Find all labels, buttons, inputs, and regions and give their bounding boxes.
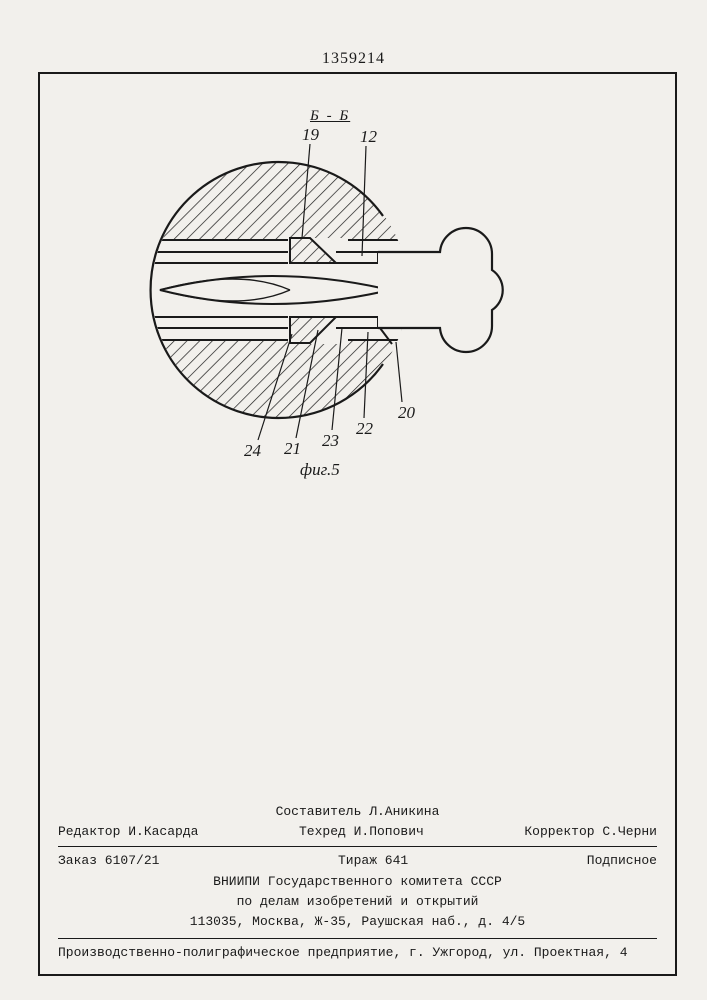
callout-12: 12 <box>360 127 378 146</box>
callout-22: 22 <box>356 419 374 438</box>
callout-20: 20 <box>398 403 416 422</box>
colophon-block: Составитель Л.Аникина Редактор И.Касарда… <box>58 802 657 932</box>
org2: по делам изобретений и открытий <box>58 892 657 912</box>
patent-number: 1359214 <box>322 50 385 68</box>
org1: ВНИИПИ Государственного комитета СССР <box>58 872 657 892</box>
frame-right <box>675 72 677 976</box>
page-frame: 1359214 Б - Б фиг.5 <box>0 0 707 1000</box>
callout-23: 23 <box>322 431 339 450</box>
frame-left <box>38 72 40 976</box>
callout-21: 21 <box>284 439 301 458</box>
center-lens <box>160 276 390 304</box>
frame-bottom <box>38 974 677 976</box>
figure-caption: фиг.5 <box>300 460 340 480</box>
tirazh: Тираж 641 <box>338 851 408 871</box>
subscription: Подписное <box>587 851 657 871</box>
figure-5: Б - Б фиг.5 <box>140 120 520 480</box>
footer: Производственно-полиграфическое предприя… <box>58 938 657 960</box>
corrector: Корректор С.Черни <box>524 822 657 842</box>
address: 113035, Москва, Ж-35, Раушская наб., д. … <box>58 912 657 932</box>
figure-svg: 19 12 20 22 23 21 24 <box>140 120 520 480</box>
callout-24: 24 <box>244 441 262 460</box>
techred: Техред И.Попович <box>299 822 424 842</box>
editor: Редактор И.Касарда <box>58 822 198 842</box>
compiler: Составитель Л.Аникина <box>58 802 657 822</box>
callout-19: 19 <box>302 125 320 144</box>
hr1 <box>58 846 657 847</box>
order: Заказ 6107/21 <box>58 851 159 871</box>
frame-top <box>38 72 677 74</box>
section-label: Б - Б <box>310 108 350 125</box>
